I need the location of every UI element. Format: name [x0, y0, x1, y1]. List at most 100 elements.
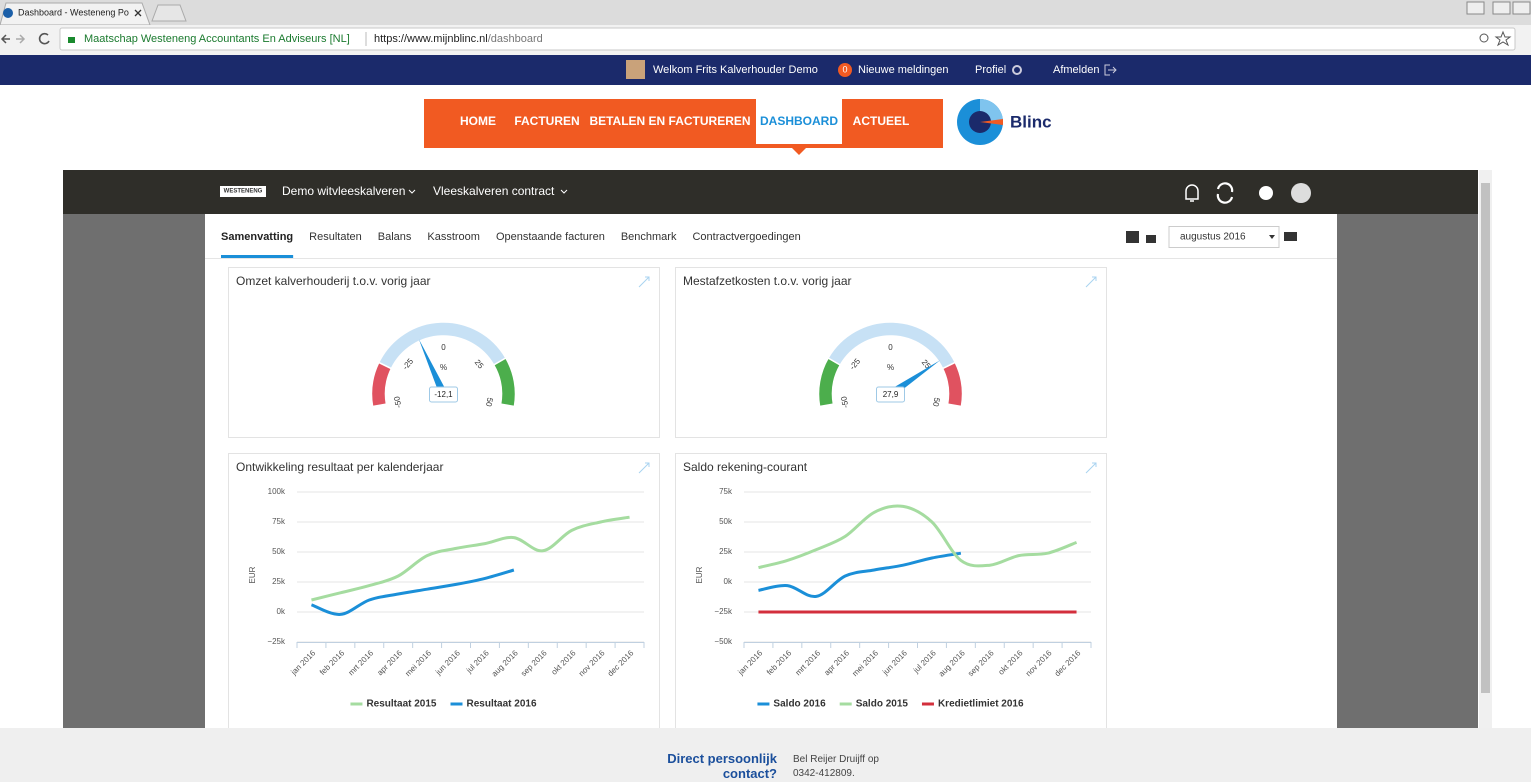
legend-label: Resultaat 2016 — [467, 699, 537, 710]
gear — [1012, 65, 1022, 75]
calendar[interactable] — [1126, 231, 1139, 243]
footer-text: Bel Reijer Druijff op 0342-412809. — [793, 754, 879, 779]
period: augustus 2016 — [1180, 232, 1246, 243]
nav-item[interactable]: DASHBOARD — [760, 114, 838, 128]
y-tick-label: −50k — [714, 637, 733, 646]
tab[interactable]: Benchmark — [621, 231, 677, 243]
zoom[interactable] — [1479, 33, 1489, 43]
gauge-tick-label: -50 — [392, 395, 403, 408]
contract[interactable]: Vleeskalveren contract — [433, 184, 555, 198]
tab-close[interactable] — [134, 9, 142, 17]
tab-title: Dashboard - Westeneng Po — [18, 7, 129, 17]
y-tick-label: 75k — [272, 517, 286, 526]
expand[interactable] — [638, 276, 650, 288]
print[interactable] — [1284, 232, 1297, 241]
widget-title: Mestafzetkosten t.o.v. vorig jaar — [683, 274, 852, 288]
expand[interactable] — [638, 462, 650, 474]
y-axis-label: EUR — [695, 566, 704, 583]
tab[interactable]: Samenvatting — [221, 231, 293, 243]
nav-pointer — [792, 148, 806, 155]
refresh[interactable] — [1216, 182, 1234, 204]
nav-item[interactable]: ACTUEEL — [853, 114, 910, 128]
tab[interactable]: Kasstroom — [427, 231, 480, 243]
scroll-thumb[interactable] — [1481, 183, 1490, 693]
y-tick-label: 100k — [268, 487, 286, 496]
lock-icon[interactable] — [1146, 235, 1156, 243]
tabs: Samenvatting Resultaten Balans Kasstroom Ope… — [221, 231, 801, 258]
tab[interactable]: Openstaande facturen — [496, 231, 605, 243]
new-tab[interactable] — [151, 4, 187, 22]
y-tick-label: 50k — [719, 517, 733, 526]
line-series — [311, 515, 630, 602]
url-host: https://www.mijnblinc.nl — [374, 33, 488, 45]
top-bar — [0, 55, 1531, 85]
tab[interactable]: Balans — [378, 231, 412, 243]
app-logo-box — [220, 186, 266, 197]
omnibox[interactable] — [59, 27, 1516, 51]
tab[interactable]: Contractvergoedingen — [692, 231, 800, 243]
gauge-tick-label: 0 — [441, 343, 446, 352]
line-series — [310, 568, 515, 616]
select-arrow — [1269, 235, 1275, 239]
user[interactable] — [1291, 183, 1311, 203]
legend-label: Saldo 2015 — [856, 699, 909, 710]
nav-items: HOME FACTUREN BETALEN EN FACTUREREN DASHBOA… — [460, 99, 909, 155]
back[interactable] — [0, 34, 10, 44]
favicon — [3, 8, 13, 18]
gauge-tick-label: 0 — [888, 343, 893, 352]
gauge-band — [492, 356, 517, 408]
window-user[interactable] — [1466, 1, 1485, 15]
line-series — [758, 551, 962, 598]
url: https://www.mijnblinc.nl/dashboard — [374, 33, 543, 45]
gauge-value-box — [876, 386, 905, 403]
bell[interactable] — [1185, 184, 1199, 202]
avatar — [626, 60, 645, 79]
nav-item[interactable]: HOME — [460, 114, 496, 128]
chevron — [408, 189, 416, 194]
reload[interactable] — [38, 32, 50, 45]
app-logo: WESTENENG — [224, 189, 263, 195]
legend-label: Kredietlimiet 2016 — [938, 699, 1024, 710]
y-tick-label: 0k — [724, 577, 733, 586]
gauge-band — [941, 361, 964, 408]
period-select[interactable] — [1168, 226, 1280, 248]
site-name: Maatschap Westeneng Accountants En Advis… — [84, 33, 350, 45]
nav-item[interactable]: FACTUREN — [514, 114, 579, 128]
profile[interactable]: Profiel — [975, 64, 1006, 76]
gauge-unit: % — [440, 363, 447, 372]
tab[interactable]: Resultaten — [309, 231, 362, 243]
expand[interactable] — [1085, 276, 1097, 288]
help[interactable] — [1259, 186, 1273, 200]
tab-underline — [221, 255, 294, 258]
forward[interactable] — [16, 34, 26, 44]
notifications[interactable]: Nieuwe meldingen — [858, 64, 949, 76]
company[interactable]: Demo witvleeskalveren — [282, 184, 405, 198]
chevron — [560, 189, 568, 194]
widget — [675, 267, 1107, 438]
y-tick-label: −25k — [267, 637, 286, 646]
badge[interactable] — [838, 63, 852, 77]
logout-icon — [1104, 64, 1117, 76]
window-max[interactable] — [1512, 1, 1531, 15]
gauge-value-box — [429, 386, 458, 403]
gauge-value: 27,9 — [883, 390, 899, 399]
logo-text: Blinc — [1010, 112, 1052, 131]
window-min[interactable] — [1492, 1, 1511, 15]
expand[interactable] — [1085, 462, 1097, 474]
widget — [228, 267, 660, 438]
gauge-needle — [418, 339, 448, 396]
legend: Resultaat 2015 Resultaat 2016 — [350, 699, 537, 710]
legend-label: Resultaat 2015 — [366, 699, 436, 710]
gauge-tick-label: 50 — [931, 397, 942, 408]
footer-heading: Direct persoonlijk contact? — [667, 751, 777, 781]
nav — [424, 99, 943, 148]
bookmark[interactable] — [1494, 30, 1512, 47]
nav-item[interactable]: BETALEN EN FACTUREREN — [589, 114, 750, 128]
y-tick-label: 75k — [719, 487, 733, 496]
y-tick-label: 50k — [272, 547, 286, 556]
widget-title: Omzet kalverhouderij t.o.v. vorig jaar — [236, 274, 431, 288]
logout[interactable]: Afmelden — [1053, 64, 1099, 76]
gauge-tick-label: 50 — [484, 397, 495, 408]
